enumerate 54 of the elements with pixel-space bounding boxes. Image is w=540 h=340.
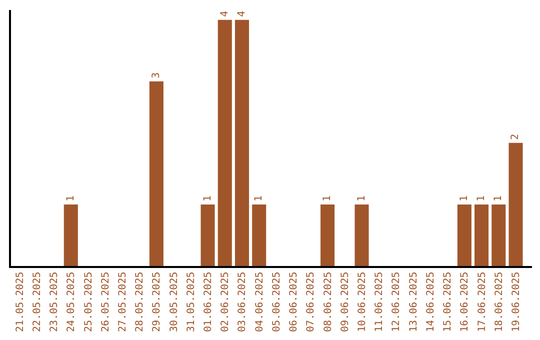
bar	[354, 204, 369, 266]
bar	[149, 81, 164, 266]
x-tick-label: 06.06.2025	[288, 272, 300, 332]
x-tick-label: 14.06.2025	[425, 272, 436, 332]
data-label: 3	[150, 72, 162, 78]
data-label: 4	[236, 10, 248, 17]
x-tick-label: 24.05.2025	[66, 272, 78, 332]
x-tick-label: 02.06.2025	[220, 272, 232, 332]
data-label: 1	[254, 195, 265, 202]
bar	[457, 204, 472, 266]
x-tick-label: 19.06.2025	[511, 272, 522, 332]
x-tick-label: 04.06.2025	[254, 272, 266, 332]
x-tick-label: 11.06.2025	[374, 272, 386, 332]
x-tick-label: 01.06.2025	[203, 272, 214, 332]
bar	[492, 204, 506, 266]
data-label: 2	[510, 134, 522, 140]
x-tick-label: 22.05.2025	[32, 272, 43, 332]
x-tick-label: 16.06.2025	[460, 272, 471, 332]
x-tick-label: 28.05.2025	[134, 272, 146, 332]
bar	[320, 204, 335, 266]
data-label: 1	[65, 195, 76, 202]
bar	[218, 20, 232, 266]
x-tick-label: 10.06.2025	[357, 272, 368, 332]
x-tick-label: 18.06.2025	[494, 272, 505, 332]
x-tick-label: 05.06.2025	[271, 272, 282, 332]
x-tick-label: 17.06.2025	[476, 272, 488, 332]
data-label: 1	[356, 195, 368, 202]
x-tick-label: 23.05.2025	[49, 272, 60, 332]
data-label: 1	[322, 195, 334, 202]
x-tick-label: 25.05.2025	[83, 272, 94, 332]
data-label: 1	[202, 195, 214, 202]
x-tick-label: 29.05.2025	[152, 272, 163, 332]
bar	[508, 142, 523, 266]
data-label: 1	[458, 195, 470, 202]
x-tick-label: 15.06.2025	[442, 272, 454, 332]
bar	[474, 204, 489, 266]
bar	[64, 204, 78, 266]
bar	[234, 20, 249, 266]
bar	[252, 204, 266, 266]
x-tick-label: 08.06.2025	[322, 272, 334, 332]
x-tick-label: 26.05.2025	[100, 272, 112, 332]
x-tick-label: 13.06.2025	[408, 272, 420, 332]
x-tick-label: 30.05.2025	[168, 272, 180, 332]
x-tick-label: 07.06.2025	[306, 272, 317, 332]
x-tick-label: 03.06.2025	[237, 272, 248, 332]
data-label: 1	[493, 195, 504, 202]
x-tick-label: 21.05.2025	[14, 272, 26, 332]
x-tick-label: 09.06.2025	[340, 272, 351, 332]
data-label: 4	[219, 10, 230, 17]
x-tick-label: 27.05.2025	[117, 272, 128, 332]
x-tick-label: 12.06.2025	[391, 272, 402, 332]
bar	[200, 204, 215, 266]
x-tick-label: 31.05.2025	[186, 272, 197, 332]
data-label: 1	[476, 195, 488, 202]
